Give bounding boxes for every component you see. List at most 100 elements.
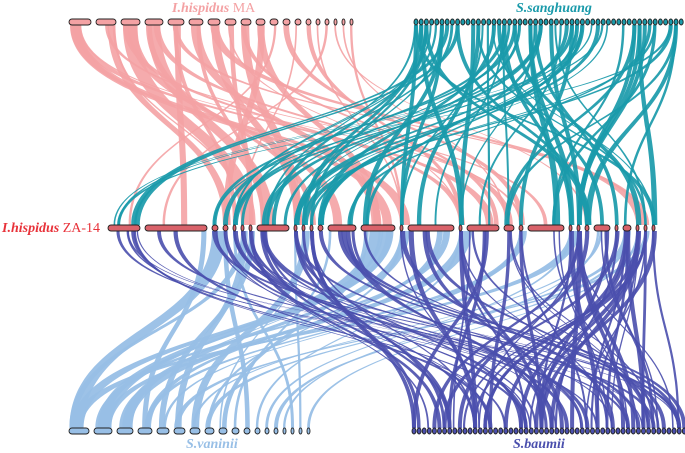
- za-baumii-link: [249, 231, 430, 428]
- sanghuang-chromosome: [678, 18, 684, 26]
- vaninii-chromosome: [218, 427, 228, 435]
- ih-za14-chromosome: [309, 224, 314, 232]
- baumii-chromosome: [569, 427, 575, 435]
- ih-ma-chromosome: [282, 18, 291, 26]
- sanghuang-za-link: [478, 25, 562, 225]
- sanghuang-chromosome: [429, 18, 435, 26]
- sanghuang-za-link: [241, 25, 454, 225]
- vaninii-chromosome: [173, 427, 186, 435]
- sanghuang-za-link: [302, 25, 673, 225]
- sanghuang-za-link: [554, 25, 647, 225]
- vaninii-chromosome: [231, 427, 240, 435]
- sanghuang-za-link: [310, 25, 656, 225]
- baumii-chromosome: [416, 427, 422, 435]
- ma-za-link: [334, 25, 587, 225]
- baumii-chromosome: [610, 427, 616, 435]
- za-baumii-link: [133, 231, 507, 428]
- vaninii-chromosome: [68, 427, 90, 435]
- ma-za-link: [350, 25, 403, 225]
- vaninii-chromosome: [254, 427, 261, 435]
- sanghuang-za-link: [502, 25, 574, 225]
- ih-ma-chromosome: [95, 18, 117, 26]
- vaninii-chromosome: [290, 427, 295, 435]
- za-vaninii-link: [69, 231, 247, 428]
- sanghuang-chromosome: [631, 18, 637, 26]
- sanghuang-chromosome: [668, 18, 674, 26]
- sanghuang-chromosome: [517, 18, 523, 26]
- za-baumii-link: [250, 231, 557, 428]
- ih-za14-chromosome: [407, 224, 455, 232]
- sanghuang-za-link: [459, 25, 476, 225]
- za-vaninii-link: [191, 231, 310, 428]
- za-vaninii-link: [142, 231, 207, 428]
- ma-za-link: [257, 25, 381, 225]
- sanghuang-chromosome: [522, 18, 528, 26]
- sanghuang-za-link: [585, 25, 678, 225]
- baumii-chromosome: [625, 427, 631, 435]
- za-vaninii-link: [205, 231, 629, 428]
- ih-za14-chromosome: [458, 224, 463, 232]
- ih-za14-chromosome: [576, 224, 581, 232]
- za-baumii-link: [577, 231, 674, 428]
- sanghuang-za-link: [549, 25, 582, 225]
- ih-ma-chromosome: [68, 18, 92, 26]
- za-vaninii-link: [71, 231, 580, 428]
- baumii-chromosome: [498, 427, 504, 435]
- ih-ma-chromosome: [167, 18, 185, 26]
- baumii-chromosome: [493, 427, 499, 435]
- sanghuang-chromosome: [470, 18, 476, 26]
- za-baumii-link: [447, 231, 487, 428]
- ma-za-link: [127, 25, 343, 225]
- sanghuang-za-link: [117, 25, 672, 225]
- baumii-chromosome: [554, 427, 560, 435]
- sanghuang-za-link: [528, 25, 561, 225]
- ma-za-link: [196, 25, 265, 225]
- baumii-chromosome: [426, 427, 432, 435]
- sanghuang-za-link: [294, 25, 569, 225]
- za-vaninii-link: [192, 231, 603, 428]
- sanghuang-chromosome: [538, 18, 544, 26]
- baumii-chromosome: [467, 427, 473, 435]
- za-vaninii-link: [307, 231, 639, 428]
- vaninii-chromosome: [282, 427, 287, 435]
- sanghuang-za-link: [519, 25, 574, 225]
- ma-za-link: [162, 25, 328, 225]
- za-vaninii-link: [122, 231, 410, 428]
- za-baumii-link: [131, 231, 528, 428]
- baumii-chromosome: [579, 427, 585, 435]
- baumii-chromosome: [671, 427, 677, 435]
- ih-za14-chromosome: [222, 224, 229, 232]
- sanghuang-za-link: [434, 25, 505, 225]
- za-baumii-link: [471, 231, 649, 428]
- sanghuang-za-link: [577, 25, 637, 225]
- za-baumii-link: [457, 231, 590, 428]
- sanghuang-za-link: [233, 25, 543, 225]
- sanghuang-za-link: [455, 25, 590, 225]
- baumii-chromosome: [472, 427, 478, 435]
- sanghuang-chromosome: [657, 18, 663, 26]
- sanghuang-za-link: [414, 25, 657, 225]
- za-baumii-link: [249, 231, 442, 428]
- ma-za-link: [190, 25, 382, 225]
- sanghuang-chromosome: [439, 18, 445, 26]
- sanghuang-za-link: [283, 25, 522, 225]
- baumii-chromosome: [646, 427, 652, 435]
- ih-za14-chromosome: [527, 224, 565, 232]
- za-baumii-link: [260, 231, 452, 428]
- ih-ma-chromosome: [224, 18, 237, 26]
- sanghuang-chromosome: [611, 18, 617, 26]
- ma-za-link: [147, 25, 275, 225]
- za-baumii-link: [554, 231, 618, 428]
- za-baumii-link: [432, 231, 582, 428]
- baumii-chromosome: [533, 427, 539, 435]
- za-vaninii-link: [163, 231, 522, 428]
- sanghuang-chromosome: [564, 18, 570, 26]
- baumii-chromosome: [431, 427, 437, 435]
- vaninii-chromosome: [116, 427, 134, 435]
- label-vaninii-species: S.vaninii: [186, 437, 238, 452]
- za-baumii-link: [363, 231, 660, 428]
- baumii-chromosome: [411, 427, 417, 435]
- sanghuang-chromosome: [579, 18, 585, 26]
- ih-za14-chromosome: [240, 224, 245, 232]
- za-baumii-link: [173, 231, 493, 428]
